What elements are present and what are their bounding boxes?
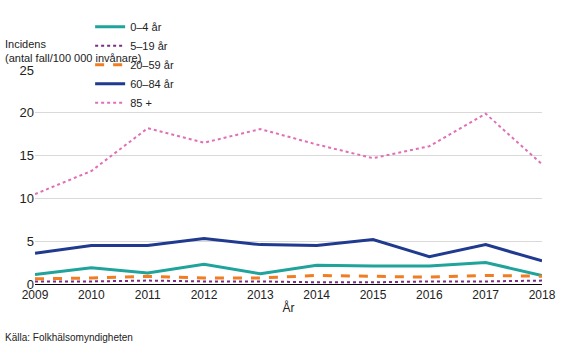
svg-text:20–59 år: 20–59 år [130,59,174,71]
svg-text:5: 5 [27,234,34,249]
svg-text:2017: 2017 [472,288,499,302]
svg-text:Källa: Folkhälsomyndigheten: Källa: Folkhälsomyndigheten [5,332,133,343]
svg-text:0: 0 [27,277,34,292]
svg-text:5–19 år: 5–19 år [130,40,168,52]
svg-text:År: År [283,300,295,315]
svg-text:0–4 år: 0–4 år [130,21,162,33]
svg-text:2011: 2011 [135,288,161,302]
svg-text:Incidens(antal fall/100 000 in: Incidens(antal fall/100 000 invånare) [5,38,141,64]
svg-text:85 +: 85 + [130,97,152,109]
svg-text:2009: 2009 [22,288,49,302]
svg-text:10: 10 [20,191,34,206]
svg-text:2012: 2012 [191,288,218,302]
svg-text:2010: 2010 [78,288,105,302]
svg-text:2014: 2014 [303,288,330,302]
svg-text:60–84 år: 60–84 år [130,78,174,90]
svg-text:2018: 2018 [529,288,556,302]
svg-text:2013: 2013 [247,288,274,302]
svg-text:2015: 2015 [360,288,387,302]
svg-text:20: 20 [20,105,34,120]
svg-text:25: 25 [20,63,34,78]
svg-text:2016: 2016 [416,288,443,302]
svg-text:15: 15 [20,148,34,163]
